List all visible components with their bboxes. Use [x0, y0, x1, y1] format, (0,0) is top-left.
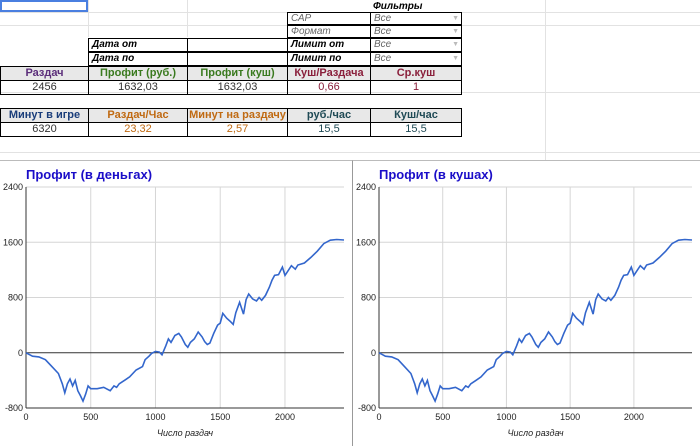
- stat-value: 2456: [0, 80, 89, 95]
- stat-value: 15,5: [370, 122, 462, 137]
- filter-select-limit-from[interactable]: Все ▼: [370, 38, 462, 52]
- chart-profit-money: Профит (в деньгах) 0 500 1000 1500 2000 -800 0…: [0, 160, 353, 446]
- chevron-down-icon: ▼: [452, 55, 459, 62]
- x-axis-label: Число раздач: [157, 428, 213, 438]
- filter-label-sar: САР: [287, 12, 371, 25]
- chevron-down-icon: ▼: [452, 41, 459, 48]
- x-tick-label: 500: [83, 412, 98, 422]
- stat-header: Профит (руб.): [88, 66, 188, 81]
- gridline: [88, 0, 89, 37]
- y-tick-label: 1600: [356, 237, 376, 247]
- x-tick-label: 1000: [496, 412, 516, 422]
- y-tick-label: 2400: [356, 182, 376, 192]
- filter-label-limit-to: Лимит по: [287, 52, 371, 66]
- gridline: [187, 0, 188, 37]
- gridline: [0, 152, 700, 153]
- date-to-field[interactable]: [187, 52, 288, 66]
- y-tick-label: 1600: [3, 237, 23, 247]
- x-tick-label: 1500: [560, 412, 580, 422]
- series-line: [378, 238, 693, 404]
- y-tick-label: 0: [18, 348, 23, 358]
- y-tick-label: -800: [358, 403, 376, 413]
- gridline: [545, 0, 546, 160]
- stat-value: 0,66: [287, 80, 371, 95]
- x-tick-label: 0: [23, 412, 28, 422]
- series-line: [25, 238, 345, 404]
- stat-value: 2,57: [187, 122, 288, 137]
- date-from-field[interactable]: [187, 38, 288, 52]
- x-tick-label: 0: [376, 412, 381, 422]
- x-tick-label: 2000: [624, 412, 644, 422]
- stat-header: Куш/Раздача: [287, 66, 371, 81]
- stat-header: Раздач: [0, 66, 89, 81]
- stat-header: Минут на раздачу: [187, 108, 288, 123]
- y-tick-label: 800: [8, 293, 23, 303]
- stat-header: Куш/час: [370, 108, 462, 123]
- chevron-down-icon: ▼: [452, 15, 459, 22]
- gridline: [0, 92, 700, 93]
- stat-value: 15,5: [287, 122, 371, 137]
- y-tick-label: -800: [5, 403, 23, 413]
- x-tick-label: 500: [435, 412, 450, 422]
- date-to-label: Дата по: [88, 52, 188, 66]
- stat-header: руб./час: [287, 108, 371, 123]
- chevron-down-icon: ▼: [452, 28, 459, 35]
- selected-cell[interactable]: [0, 0, 88, 12]
- filter-label-format: Формат: [287, 25, 371, 38]
- filters-title: Фильтры: [373, 1, 423, 12]
- y-tick-label: 2400: [3, 182, 23, 192]
- spreadsheet-area: Фильтры САР Все ▼ Формат Все ▼ Лимит от Вс…: [0, 0, 700, 160]
- stat-value: 1632,03: [88, 80, 188, 95]
- x-tick-label: 2000: [275, 412, 295, 422]
- y-tick-label: 800: [361, 293, 376, 303]
- stat-header: Ср.куш: [370, 66, 462, 81]
- stat-value: 6320: [0, 122, 89, 137]
- chart-title: Профит (в деньгах): [26, 167, 153, 182]
- filter-label-limit-from: Лимит от: [287, 38, 371, 52]
- filter-select-limit-to[interactable]: Все ▼: [370, 52, 462, 66]
- stat-value: 23,32: [88, 122, 188, 137]
- stat-value: 1632,03: [187, 80, 288, 95]
- x-tick-label: 1000: [145, 412, 165, 422]
- chart-title: Профит (в кушах): [379, 167, 493, 182]
- stat-header: Минут в игре: [0, 108, 89, 123]
- y-tick-label: 0: [371, 348, 376, 358]
- stat-value: 1: [370, 80, 462, 95]
- stat-header: Профит (куш): [187, 66, 288, 81]
- x-tick-label: 1500: [210, 412, 230, 422]
- filter-select-sar[interactable]: Все ▼: [370, 12, 462, 25]
- stat-header: Раздач/Час: [88, 108, 188, 123]
- x-axis-label: Число раздач: [507, 428, 563, 438]
- filter-select-format[interactable]: Все ▼: [370, 25, 462, 38]
- date-from-label: Дата от: [88, 38, 188, 52]
- chart-profit-pots: Профит (в кушах) 0 500 1000 1500 2000 -800 0 80…: [353, 160, 700, 446]
